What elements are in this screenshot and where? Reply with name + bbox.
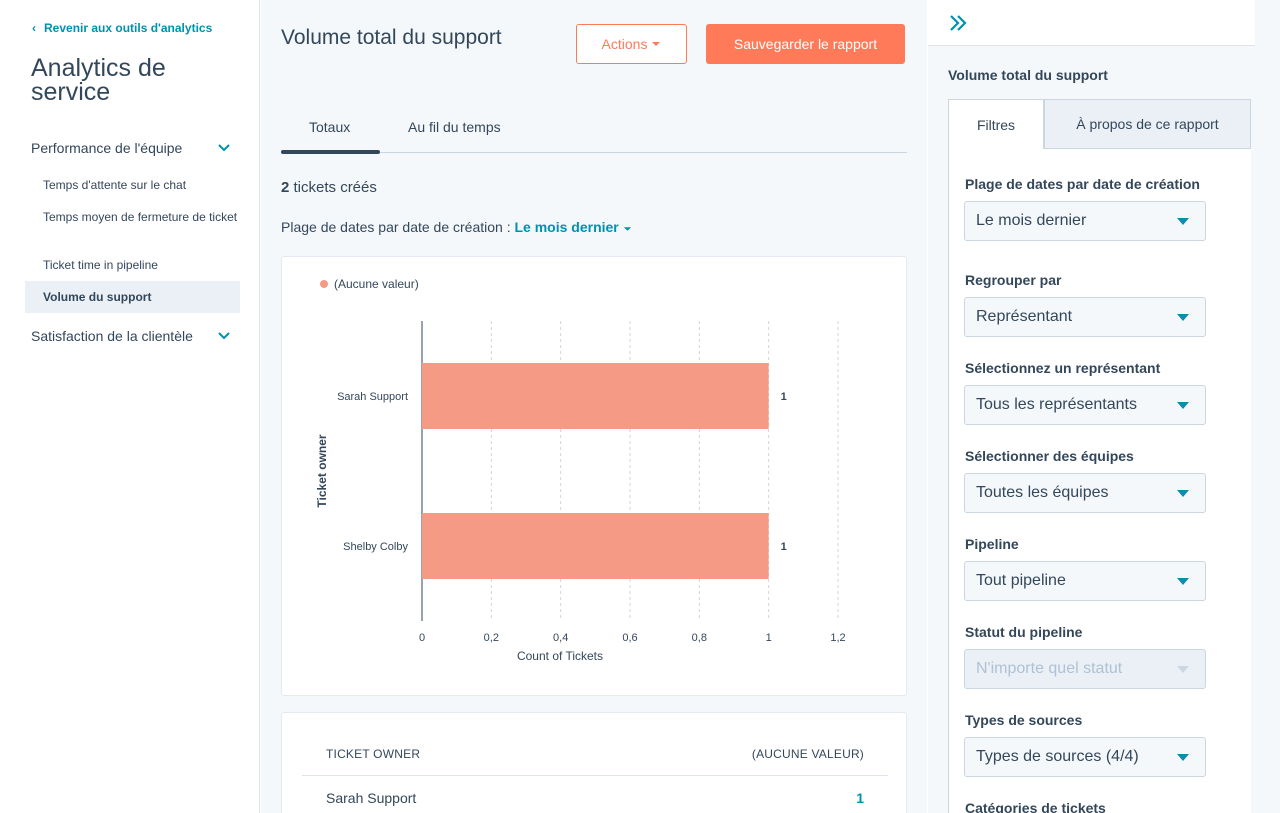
- filter-select-representative[interactable]: Tous les représentants: [964, 385, 1206, 425]
- filter-label-date-range: Plage de dates par date de création: [965, 176, 1200, 192]
- filter-label-pipeline-status: Statut du pipeline: [965, 624, 1083, 640]
- bar-chart: 0 0,2 0,4 0,6 0,8 1 1,2 Sarah Support 1 Shelby Co…: [315, 321, 846, 663]
- caret-down-icon: [1177, 490, 1189, 497]
- sidebar-item-chat-wait[interactable]: Temps d'attente sur le chat: [43, 178, 187, 192]
- filter-label-representative: Sélectionnez un représentant: [965, 360, 1161, 376]
- chart-card: (Aucune valeur) 0 0,2 0,4 0,6 0,8 1 1,2 Sarah S…: [281, 256, 907, 696]
- date-range-value: Le mois dernier: [514, 219, 619, 235]
- nav-group-team-performance[interactable]: Performance de l'équipe: [31, 140, 231, 156]
- legend-label: (Aucune valeur): [334, 277, 419, 291]
- filter-label-source-types: Types de sources: [965, 712, 1083, 728]
- view-tabs: Totaux Au fil du temps: [281, 108, 907, 154]
- bar: [422, 513, 769, 579]
- y-category-label: Sarah Support: [337, 391, 408, 403]
- legend-swatch: [320, 280, 328, 288]
- actions-button[interactable]: Actions: [576, 24, 687, 64]
- caret-down-icon: [1177, 666, 1189, 673]
- filter-select-source-types[interactable]: Types de sources (4/4): [964, 737, 1206, 777]
- cell-value-link[interactable]: 1: [856, 790, 864, 806]
- x-tick-label: 1,2: [830, 632, 845, 644]
- x-tick-label: 0,4: [553, 632, 568, 644]
- chevron-down-icon: [218, 144, 230, 152]
- caret-down-icon: [652, 42, 661, 46]
- data-label: 1: [781, 391, 787, 403]
- caret-down-icon: [1177, 314, 1189, 321]
- cell-owner: Sarah Support: [326, 790, 417, 806]
- tab-about-report[interactable]: À propos de ce rapport: [1044, 99, 1251, 149]
- left-sidebar: ‹ Revenir aux outils d'analytics Analyti…: [0, 0, 260, 813]
- chevron-down-icon: [218, 332, 230, 340]
- y-category-label: Shelby Colby: [343, 541, 408, 553]
- chevron-left-icon: ‹: [32, 21, 36, 35]
- table-card: TICKET OWNER (AUCUNE VALEUR) Sarah Suppo…: [281, 712, 907, 813]
- page-title: Volume total du support: [281, 26, 502, 49]
- date-range-selector[interactable]: Le mois dernier: [515, 219, 632, 235]
- filter-label-group-by: Regrouper par: [965, 272, 1062, 288]
- nav-group-label: Satisfaction de la clientèle: [31, 328, 193, 344]
- date-range-filter: Plage de dates par date de création : Le…: [281, 219, 632, 235]
- right-panel-header: [928, 0, 1255, 46]
- caret-down-icon: [623, 227, 631, 231]
- caret-down-icon: [1177, 754, 1189, 761]
- x-axis-title: Count of Tickets: [517, 649, 603, 663]
- back-link-label: Revenir aux outils d'analytics: [44, 21, 213, 35]
- filter-select-date-range[interactable]: Le mois dernier: [964, 201, 1206, 241]
- filter-select-value: Le mois dernier: [976, 212, 1087, 229]
- x-tick-label: 0: [419, 632, 425, 644]
- x-tick-label: 0,6: [622, 632, 637, 644]
- filter-select-group-by[interactable]: Représentant: [964, 297, 1206, 337]
- chart-legend[interactable]: (Aucune valeur): [320, 277, 419, 291]
- tickets-count: 2 tickets créés: [281, 179, 377, 196]
- filters-panel: Plage de dates par date de création Le m…: [948, 149, 1251, 813]
- filter-select-value: N'importe quel statut: [976, 660, 1123, 677]
- actions-label: Actions: [601, 36, 648, 52]
- active-tab-indicator: [281, 150, 380, 154]
- x-tick-label: 1: [766, 632, 772, 644]
- tab-over-time[interactable]: Au fil du temps: [408, 119, 501, 135]
- main-content: Volume total du support Actions Sauvegar…: [261, 0, 927, 813]
- nav-group-label: Performance de l'équipe: [31, 140, 183, 156]
- filter-select-value: Tous les représentants: [976, 396, 1137, 413]
- right-panel: Volume total du support Filtres À propos…: [928, 0, 1280, 813]
- sidebar-item-support-volume[interactable]: Volume du support: [25, 281, 240, 313]
- x-tick-label: 0,2: [484, 632, 499, 644]
- column-header-owner[interactable]: TICKET OWNER: [302, 733, 578, 776]
- column-header-value[interactable]: (AUCUNE VALEUR): [577, 733, 888, 776]
- filter-label-ticket-categories: Catégories de tickets: [965, 800, 1106, 813]
- filter-select-teams[interactable]: Toutes les équipes: [964, 473, 1206, 513]
- tickets-count-label: tickets créés: [289, 179, 377, 196]
- filter-select-value: Types de sources (4/4): [976, 748, 1139, 765]
- filter-select-value: Tout pipeline: [976, 572, 1066, 589]
- back-to-analytics-link[interactable]: ‹ Revenir aux outils d'analytics: [32, 21, 212, 35]
- sidebar-item-time-in-pipeline[interactable]: Ticket time in pipeline: [43, 258, 158, 272]
- app-title: Analytics de service: [31, 54, 166, 106]
- filter-select-pipeline[interactable]: Tout pipeline: [964, 561, 1206, 601]
- filter-select-value: Toutes les équipes: [976, 484, 1109, 501]
- filter-select-value: Représentant: [976, 308, 1073, 325]
- y-axis-title: Ticket owner: [315, 434, 329, 507]
- filter-label-pipeline: Pipeline: [965, 536, 1019, 552]
- filter-select-pipeline-status: N'importe quel statut: [964, 649, 1206, 689]
- data-label: 1: [781, 541, 787, 553]
- x-tick-label: 0,8: [692, 632, 707, 644]
- tab-filters[interactable]: Filtres: [948, 99, 1044, 149]
- data-table: TICKET OWNER (AUCUNE VALEUR) Sarah Suppo…: [302, 733, 888, 813]
- tickets-count-number: 2: [281, 179, 290, 196]
- caret-down-icon: [1177, 402, 1189, 409]
- sidebar-item-close-time[interactable]: Temps moyen de fermeture de ticket: [43, 210, 238, 224]
- right-panel-title: Volume total du support: [948, 67, 1108, 83]
- filter-label-teams: Sélectionner des équipes: [965, 448, 1134, 464]
- table-row: Sarah Support 1: [302, 776, 888, 813]
- date-range-label: Plage de dates par date de création :: [281, 219, 515, 235]
- tab-totals[interactable]: Totaux: [309, 119, 351, 135]
- nav-group-customer-satisfaction[interactable]: Satisfaction de la clientèle: [31, 328, 231, 344]
- double-chevron-right-icon[interactable]: [948, 12, 970, 34]
- save-report-button[interactable]: Sauvegarder le rapport: [706, 24, 905, 64]
- table-header-row: TICKET OWNER (AUCUNE VALEUR): [302, 733, 888, 776]
- bar: [422, 363, 769, 429]
- caret-down-icon: [1177, 578, 1189, 585]
- caret-down-icon: [1177, 218, 1189, 225]
- right-panel-tabs: Filtres À propos de ce rapport: [948, 99, 1251, 149]
